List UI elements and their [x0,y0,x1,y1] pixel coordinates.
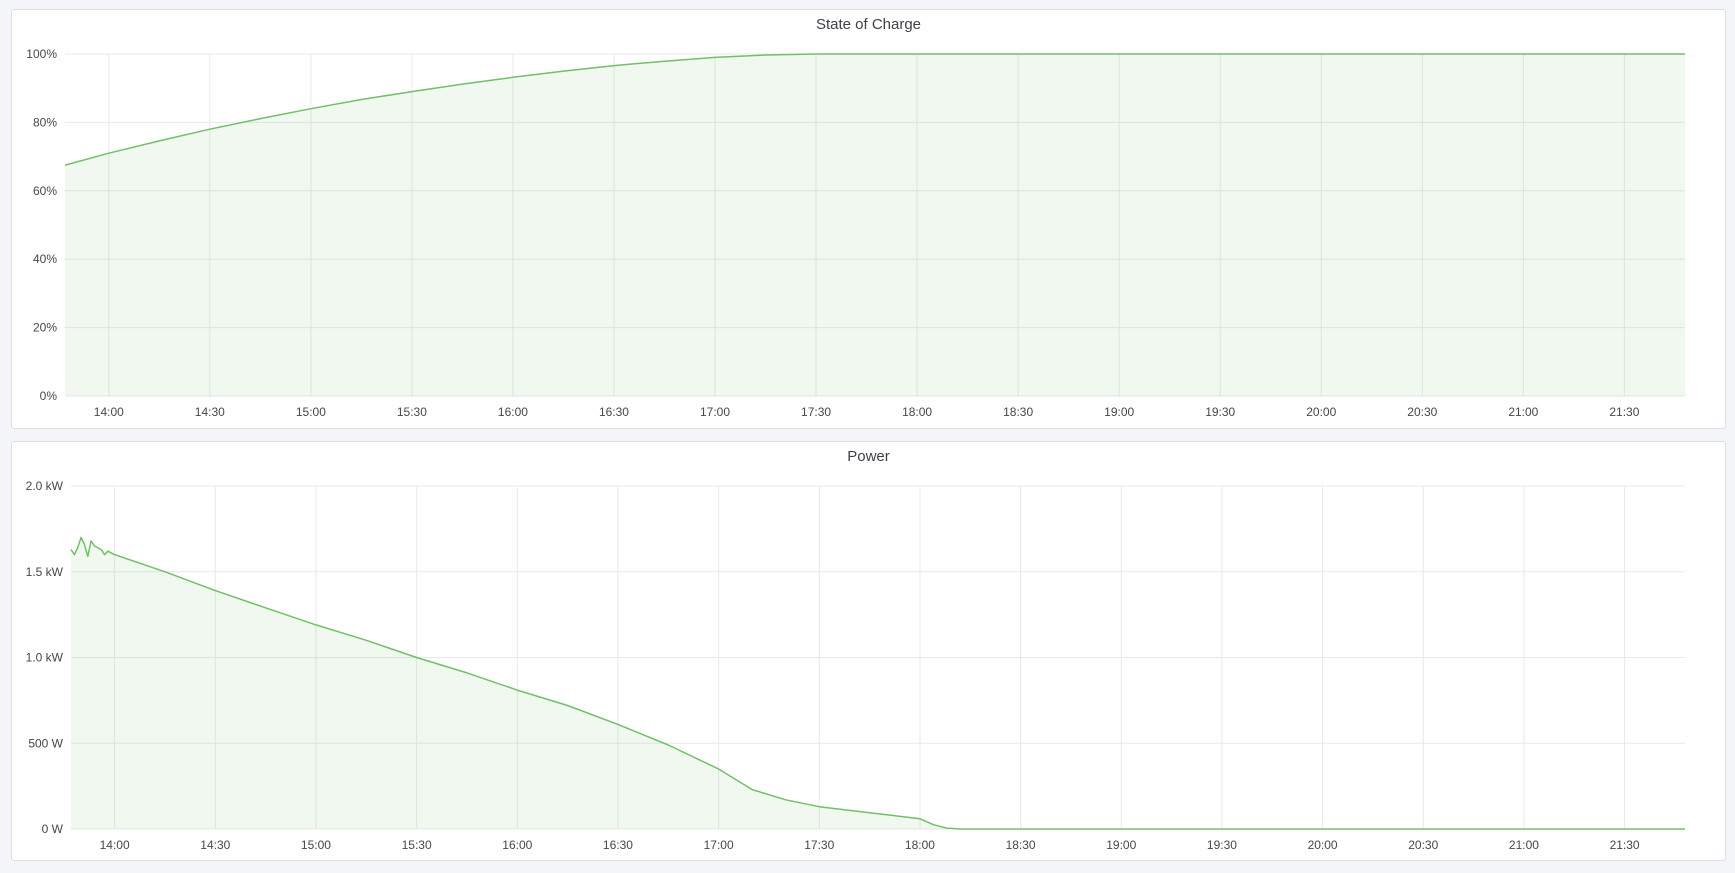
y-tick-label: 0 W [42,822,64,836]
x-tick-label: 21:00 [1509,838,1539,852]
x-tick-label: 15:00 [296,405,326,419]
series-area-fill [65,54,1685,396]
x-tick-label: 15:30 [402,838,432,852]
state-of-charge-panel: State of Charge 0% 20% 40% 60% 80% 100% 14:00 1… [11,9,1726,429]
series-area-fill [71,537,1685,829]
y-tick-label: 1.0 kW [26,651,64,665]
x-tick-label: 21:30 [1609,405,1639,419]
x-tick-label: 16:00 [502,838,532,852]
x-tick-label: 15:30 [397,405,427,419]
x-tick-label: 20:30 [1408,838,1438,852]
x-tick-label: 17:00 [704,838,734,852]
series-line [70,536,1685,830]
y-tick-label: 60% [33,184,57,198]
x-tick-label: 15:00 [301,838,331,852]
x-tick-label: 17:30 [804,838,834,852]
panel-title: Power [847,448,890,465]
x-tick-label: 18:30 [1003,405,1033,419]
series-line [64,53,1685,166]
x-tick-label: 20:00 [1306,405,1336,419]
y-tick-label: 20% [33,321,57,335]
y-tick-label: 0% [40,389,58,403]
panel-title: State of Charge [815,16,922,33]
x-tick-label: 16:30 [599,405,629,419]
x-tick-label: 19:00 [1104,405,1134,419]
y-tick-label: 80% [33,115,57,129]
x-tick-label: 16:00 [498,405,528,419]
x-tick-label: 14:00 [94,405,124,419]
x-tick-label: 19:00 [1106,838,1136,852]
x-tick-label: 17:30 [801,405,831,419]
x-tick-label: 21:30 [1610,838,1640,852]
power-chart: 0 W 500 W 1.0 kW 1.5 kW 2.0 kW 14:00 14:30 15:0… [26,479,1686,852]
x-tick-label: 14:30 [195,405,225,419]
x-tick-label: 20:30 [1407,405,1437,419]
x-tick-label: 14:00 [100,838,130,852]
y-tick-label: 100% [26,47,57,61]
power-panel: Power 0 W 500 W 1.0 kW 1.5 kW 2.0 kW 14:00 14:… [11,441,1726,861]
y-tick-label: 1.5 kW [26,565,64,579]
y-tick-label: 40% [33,252,57,266]
x-tick-label: 18:00 [902,405,932,419]
x-tick-label: 17:00 [700,405,730,419]
x-tick-label: 19:30 [1207,838,1237,852]
x-tick-label: 20:00 [1308,838,1338,852]
x-tick-label: 14:30 [200,838,230,852]
state-of-charge-chart: 0% 20% 40% 60% 80% 100% 14:00 14:30 15:00 15:30 16… [26,47,1686,419]
y-tick-label: 500 W [28,736,63,750]
x-tick-label: 21:00 [1508,405,1538,419]
x-tick-label: 16:30 [603,838,633,852]
x-tick-label: 18:30 [1006,838,1036,852]
x-tick-label: 18:00 [905,838,935,852]
x-tick-label: 19:30 [1205,405,1235,419]
y-tick-label: 2.0 kW [26,479,64,493]
